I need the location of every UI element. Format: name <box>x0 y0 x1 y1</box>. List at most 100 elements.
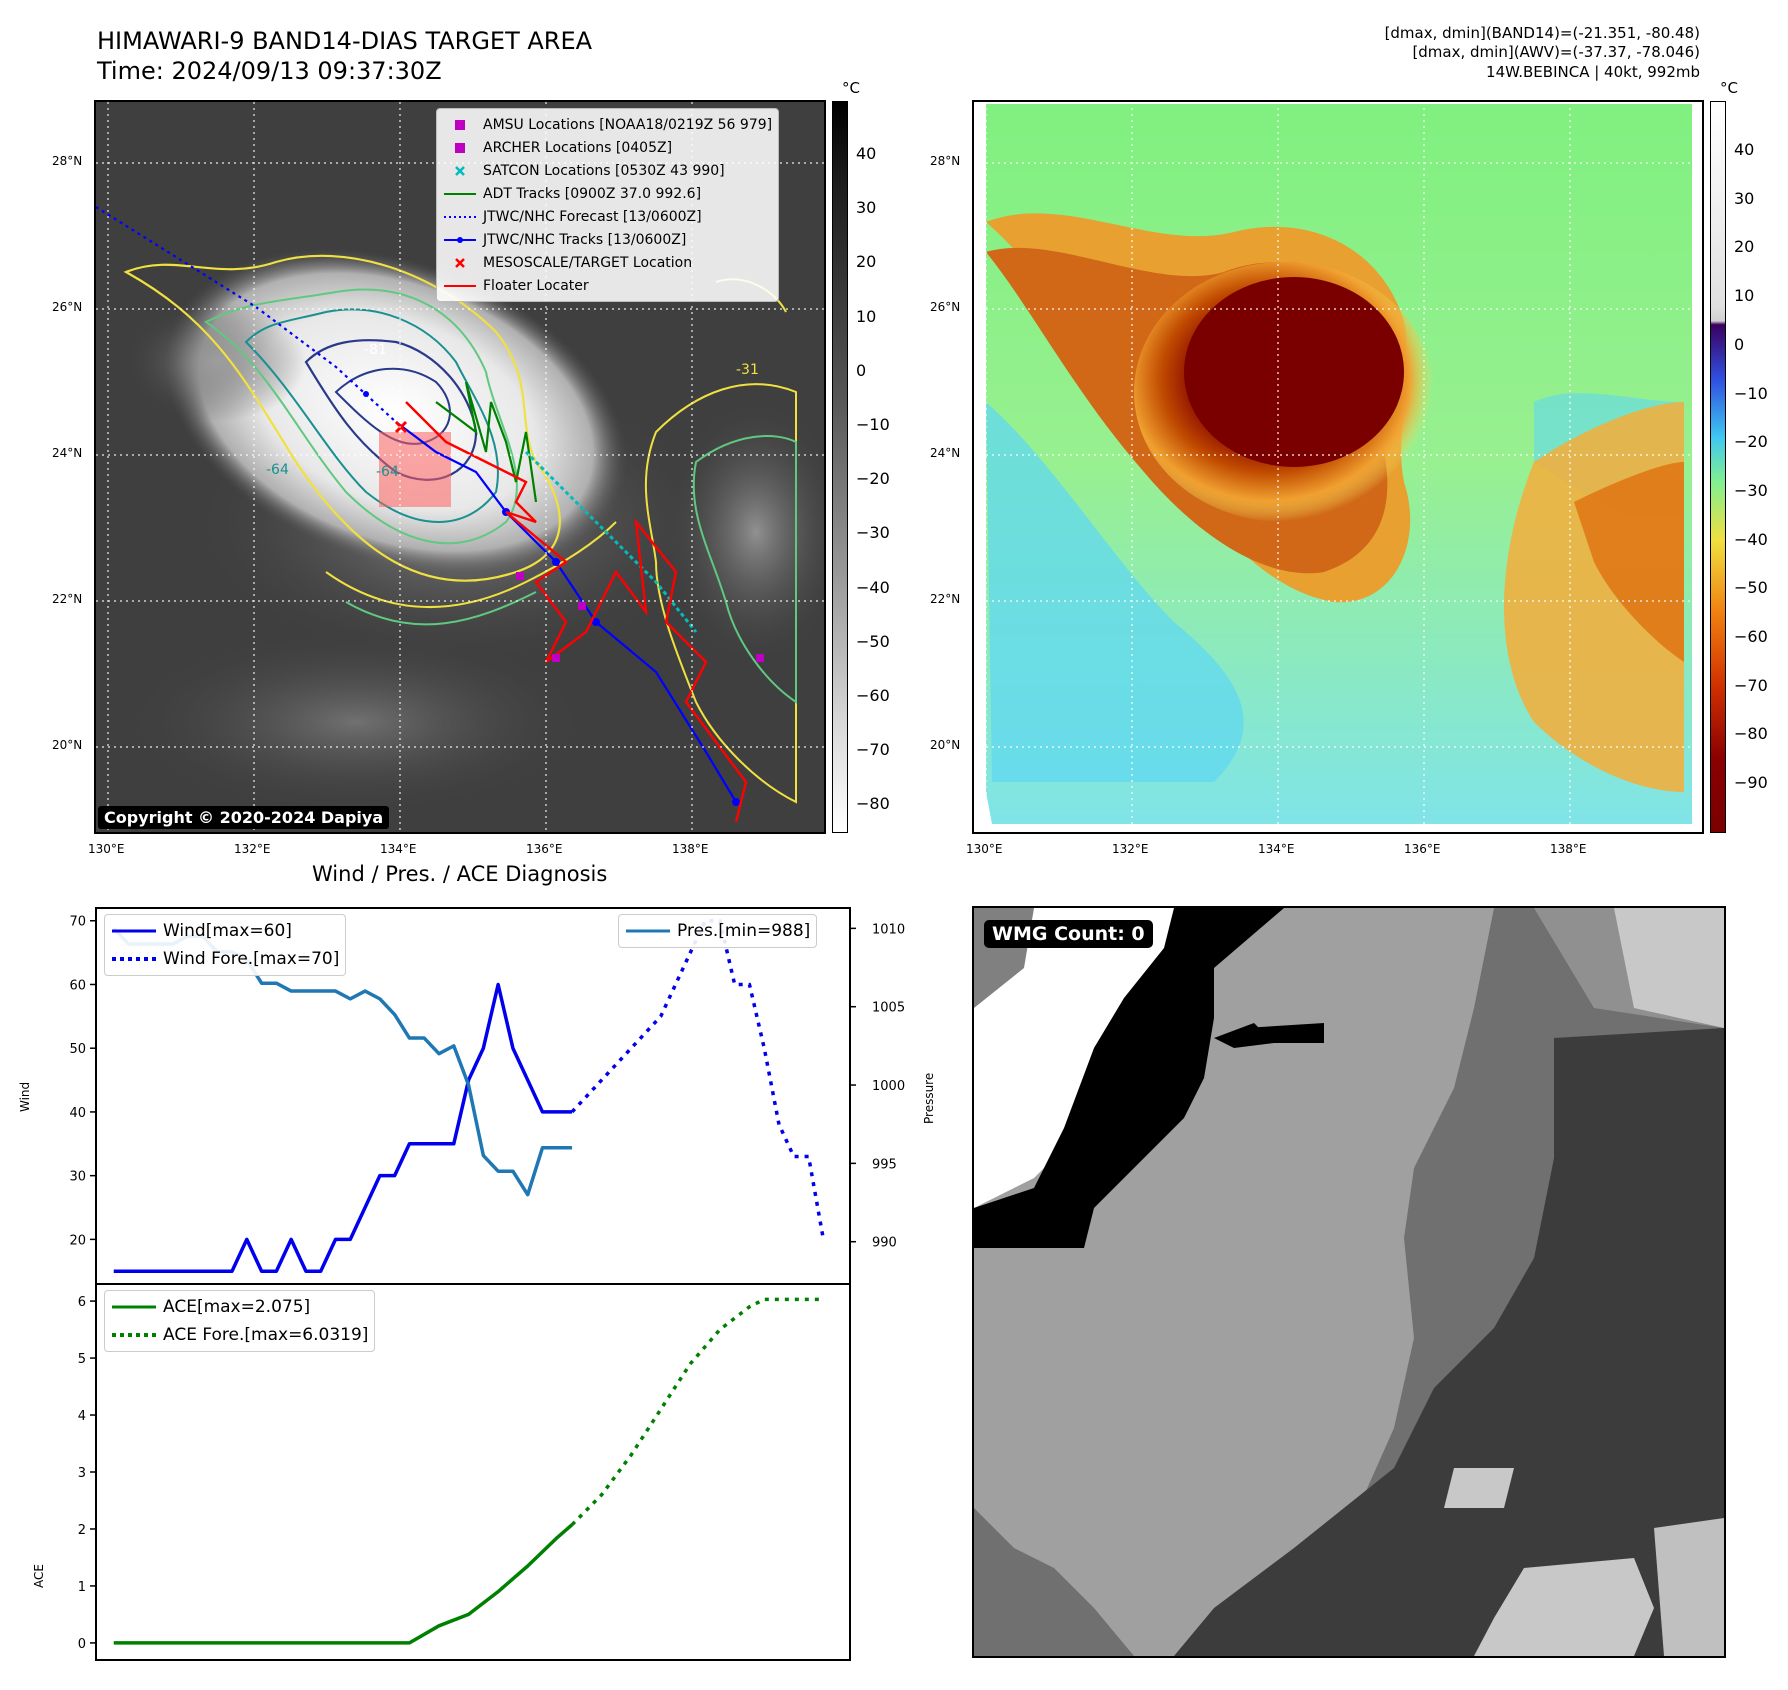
colorbar-tick: 30 <box>1734 188 1755 208</box>
wind-axis-label: Wind <box>18 1081 32 1112</box>
ace-legend: ACE[max=2.075] ACE Fore.[max=6.0319] <box>104 1290 376 1352</box>
y-right-tick-label: 995 <box>872 1157 897 1172</box>
awv-minmax: [dmax, dmin](AWV)=(-37.37, -78.046) <box>1412 43 1700 61</box>
ir-map-panel: -81 -64 -31 -64 AMSU Locations [NOAA18/0… <box>94 100 826 834</box>
line-icon <box>111 1304 157 1310</box>
legend-wind-forecast: Wind Fore.[max=70] <box>111 945 339 973</box>
legend-ace: ACE[max=2.075] <box>111 1293 368 1321</box>
contour-label: -81 <box>364 342 387 358</box>
lat-label: 22°N <box>52 592 83 606</box>
lat-label: 24°N <box>930 446 961 460</box>
y-tick-label: 20 <box>69 1233 86 1248</box>
colorbar-tick: −40 <box>1734 529 1768 549</box>
awv-map-panel <box>972 100 1704 834</box>
colorbar-tick: 40 <box>856 144 877 163</box>
colorbar-tick: −50 <box>1734 578 1768 598</box>
awv-colorbar <box>1710 101 1726 833</box>
lat-label: 26°N <box>930 300 961 314</box>
lon-label: 134°E <box>1258 842 1295 856</box>
line-icon <box>443 283 477 289</box>
colorbar-tick: 10 <box>1734 286 1755 306</box>
lon-label: 134°E <box>380 842 417 856</box>
colorbar-tick: −60 <box>1734 627 1768 646</box>
contour-label: -31 <box>736 362 759 378</box>
diagnosis-chart-title: Wind / Pres. / ACE Diagnosis <box>312 862 608 886</box>
lat-label: 24°N <box>52 446 83 460</box>
line-dot-icon <box>443 236 477 244</box>
figure-title: HIMAWARI-9 BAND14-DIAS TARGET AREA <box>97 27 593 55</box>
y-right-tick-label: 1000 <box>872 1079 905 1094</box>
y-right-tick-label: 990 <box>872 1236 897 1251</box>
legend-mesoscale: MESOSCALE/TARGET Location <box>443 251 772 274</box>
legend-pressure: Pres.[min=988] <box>625 917 810 945</box>
legend-wind: Wind[max=60] <box>111 917 339 945</box>
colorbar-tick: −30 <box>856 523 890 543</box>
colorbar-tick: −20 <box>1734 432 1768 452</box>
colorbar-tick: 0 <box>856 360 867 380</box>
legend-amsu: AMSU Locations [NOAA18/0219Z 56 979] <box>443 113 772 136</box>
y-tick-label: 30 <box>69 1170 86 1185</box>
colorbar-tick: −60 <box>856 686 890 705</box>
y-tick-label: 60 <box>69 978 86 993</box>
lat-label: 20°N <box>52 738 83 752</box>
lat-label: 22°N <box>930 592 961 606</box>
pressure-axis-label: Pressure <box>922 1072 936 1124</box>
legend-ace-forecast: ACE Fore.[max=6.0319] <box>111 1321 368 1349</box>
colorbar-tick: 20 <box>1734 237 1755 257</box>
dotted-line-icon <box>443 214 477 220</box>
lon-label: 130°E <box>966 842 1003 856</box>
line-icon <box>443 191 477 197</box>
contour-label: -64 <box>376 464 399 480</box>
colorbar-tick: 0 <box>1734 334 1745 354</box>
lat-label: 28°N <box>930 154 961 168</box>
storm-info: 14W.BEBINCA | 40kt, 992mb <box>1486 63 1700 81</box>
lon-label: 136°E <box>1404 842 1441 856</box>
legend-archer: ARCHER Locations [0405Z] <box>443 136 772 159</box>
ace-y-tick-label: 0 <box>78 1637 86 1652</box>
dotted-line-icon <box>111 956 157 962</box>
colorbar-tick: −90 <box>1734 773 1768 793</box>
ace-y-tick-label: 4 <box>78 1409 86 1424</box>
colorbar-tick: −50 <box>856 631 890 651</box>
colorbar-tick: −70 <box>856 740 890 760</box>
wmg-panel: WMG Count: 0 <box>972 906 1726 1658</box>
lon-label: 136°E <box>526 842 563 856</box>
legend-floater: Floater Locater <box>443 274 772 297</box>
square-marker-icon <box>443 119 477 130</box>
figure-time: Time: 2024/09/13 09:37:30Z <box>97 57 442 85</box>
lon-label: 130°E <box>88 842 125 856</box>
y-right-tick-label: 1010 <box>872 922 905 937</box>
series-line-wind-fore- <box>570 918 826 1240</box>
colorbar-tick: −80 <box>856 794 890 814</box>
colorbar-tick: −10 <box>856 415 890 434</box>
wind-legend: Wind[max=60] Wind Fore.[max=70] <box>104 914 347 976</box>
wmg-image <box>974 908 1724 1656</box>
ace-y-tick-label: 5 <box>78 1352 86 1367</box>
colorbar-tick: 40 <box>1734 140 1755 159</box>
colorbar-tick: 20 <box>856 252 877 272</box>
y-tick-label: 40 <box>69 1106 86 1121</box>
colorbar-tick: −10 <box>1734 383 1768 403</box>
ace-y-tick-label: 6 <box>78 1295 86 1310</box>
pressure-legend: Pres.[min=988] <box>618 914 818 948</box>
colorbar-tick: 10 <box>856 306 877 326</box>
line-icon <box>625 928 671 934</box>
x-marker-icon <box>443 165 477 177</box>
ace-axis-label: ACE <box>32 1564 46 1588</box>
lon-label: 138°E <box>672 842 709 856</box>
ir-map-legend: AMSU Locations [NOAA18/0219Z 56 979] ARC… <box>436 108 780 302</box>
awv-map-image <box>974 102 1702 832</box>
lat-label: 28°N <box>52 154 83 168</box>
legend-jtwc-forecast: JTWC/NHC Forecast [13/0600Z] <box>443 205 772 228</box>
dotted-line-icon <box>111 1332 157 1338</box>
y-tick-label: 50 <box>69 1042 86 1057</box>
colorbar-tick: −80 <box>1734 724 1768 744</box>
wmg-count-badge: WMG Count: 0 <box>984 920 1153 948</box>
lat-label: 20°N <box>930 738 961 752</box>
series-line-wind <box>113 982 573 1274</box>
ir-colorbar <box>832 101 848 833</box>
contour-label: -64 <box>266 462 289 478</box>
colorbar-tick: −40 <box>856 577 890 597</box>
lon-label: 138°E <box>1550 842 1587 856</box>
lon-label: 132°E <box>234 842 271 856</box>
